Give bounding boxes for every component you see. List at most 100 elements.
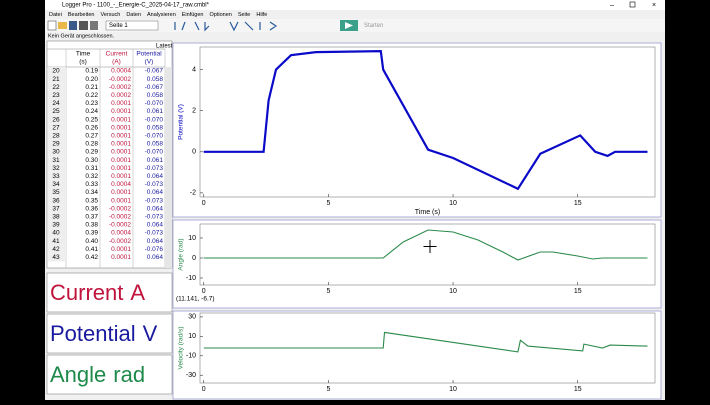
x-tick-label: 10 bbox=[449, 200, 457, 207]
maximize[interactable] bbox=[629, 1, 636, 8]
row-header bbox=[47, 99, 66, 108]
analysis-icons[interactable] bbox=[174, 21, 278, 32]
status-text: Kein Gerät angeschlossen. bbox=[48, 33, 115, 39]
row-number: 33 bbox=[52, 173, 60, 180]
x-tick-label: 15 bbox=[574, 386, 582, 393]
cell: 0.31 bbox=[85, 165, 98, 172]
row-header bbox=[47, 220, 66, 229]
start-label: Starten bbox=[364, 23, 383, 29]
row-header bbox=[47, 156, 66, 165]
plot-area bbox=[199, 223, 656, 286]
row-header bbox=[47, 237, 66, 246]
x-tick-label: 10 bbox=[449, 288, 457, 295]
row-header bbox=[47, 164, 66, 173]
cell: 0.058 bbox=[147, 76, 164, 83]
cell: 0.0001 bbox=[111, 124, 131, 131]
x-tick-label: 0 bbox=[202, 386, 206, 393]
page-select[interactable] bbox=[105, 20, 159, 31]
row-header bbox=[47, 67, 66, 76]
cell: 0.30 bbox=[85, 157, 98, 164]
row-number: 25 bbox=[52, 108, 60, 115]
cell: 0.0004 bbox=[111, 68, 131, 75]
new-icon[interactable] bbox=[47, 20, 57, 31]
menu-item[interactable]: Versuch bbox=[100, 12, 120, 18]
cell: -0.070 bbox=[145, 149, 164, 156]
cell: 0.40 bbox=[85, 238, 98, 245]
menu-item[interactable]: Seite bbox=[238, 12, 251, 18]
menu-item[interactable]: Bearbeiten bbox=[68, 12, 95, 18]
open-icon[interactable] bbox=[58, 22, 67, 29]
y-axis-label: Potential (V) bbox=[178, 104, 185, 140]
x-tick-label: 0 bbox=[202, 200, 206, 207]
menu-item[interactable]: Analysieren bbox=[147, 12, 176, 18]
row-number: 22 bbox=[52, 84, 60, 91]
cell: -0.073 bbox=[145, 214, 164, 221]
row-number: 32 bbox=[52, 165, 60, 172]
row-header bbox=[47, 253, 66, 262]
row-header bbox=[47, 229, 66, 238]
x-tick-label: 0 bbox=[202, 288, 206, 295]
meter-box bbox=[46, 313, 173, 354]
cell: 0.0004 bbox=[111, 230, 131, 237]
cursor bbox=[423, 240, 437, 253]
row-header bbox=[47, 139, 66, 148]
cell: 0.0001 bbox=[111, 246, 131, 253]
cell: 0.34 bbox=[85, 189, 98, 196]
row-number: 39 bbox=[52, 222, 60, 229]
cell: -0.0002 bbox=[109, 76, 131, 83]
x-tick-label: 5 bbox=[326, 288, 330, 295]
row-number: 42 bbox=[52, 246, 60, 253]
cell: 0.26 bbox=[85, 124, 98, 131]
menu-item[interactable]: Einfügen bbox=[182, 12, 204, 18]
cell: 0.36 bbox=[85, 205, 98, 212]
cell: 0.39 bbox=[85, 230, 98, 237]
cell: 0.33 bbox=[85, 181, 98, 188]
save-icon[interactable] bbox=[69, 21, 77, 30]
cell: -0.070 bbox=[145, 100, 164, 107]
data-line bbox=[203, 49, 648, 191]
title-bar bbox=[45, 0, 665, 10]
row-header bbox=[47, 204, 66, 213]
row-header bbox=[47, 91, 66, 100]
menu-item[interactable]: Optionen bbox=[209, 12, 231, 18]
row-header bbox=[47, 115, 66, 124]
cell: 0.0001 bbox=[111, 108, 131, 115]
meter-label: Current bbox=[50, 280, 123, 305]
plot-area bbox=[199, 312, 656, 384]
minimize[interactable]: – bbox=[610, 2, 614, 9]
x-tick-label: 5 bbox=[326, 386, 330, 393]
y-tick-label: 30 bbox=[188, 314, 196, 321]
close[interactable]: × bbox=[652, 2, 656, 9]
cell: 0.058 bbox=[147, 141, 164, 148]
cell: -0.073 bbox=[145, 197, 164, 204]
y-tick-label: 2 bbox=[192, 108, 196, 115]
cell: 0.0002 bbox=[111, 92, 131, 99]
column-name: Current bbox=[106, 51, 128, 58]
cell: 0.064 bbox=[147, 189, 164, 196]
meter-label: Angle bbox=[50, 362, 106, 387]
cell: 0.29 bbox=[85, 149, 98, 156]
cell: 0.42 bbox=[85, 254, 98, 261]
row-number: 34 bbox=[52, 181, 60, 188]
y-tick-label: 0 bbox=[192, 255, 196, 262]
graphs: -2 0 2 4 0 5 10 15 Potential (V) Time (s) -10 0 10 0 5… bbox=[172, 42, 662, 400]
menu-item[interactable]: Daten bbox=[126, 12, 141, 18]
row-header bbox=[47, 245, 66, 254]
row-number: 21 bbox=[52, 76, 60, 83]
menu-item[interactable]: Hilfe bbox=[256, 12, 267, 18]
meter-unit: V bbox=[143, 321, 158, 346]
print2-icon[interactable] bbox=[90, 21, 98, 30]
row-header bbox=[47, 188, 66, 197]
cell: 0.0001 bbox=[111, 141, 131, 148]
cell: 0.0001 bbox=[111, 116, 131, 123]
column-unit: (V) bbox=[145, 59, 154, 66]
cell: 0.058 bbox=[147, 92, 164, 99]
row-number: 41 bbox=[52, 238, 60, 245]
cell: -0.070 bbox=[145, 116, 164, 123]
print-icon[interactable] bbox=[79, 21, 88, 30]
cell: 0.0004 bbox=[111, 181, 131, 188]
scrollbar[interactable] bbox=[165, 67, 172, 268]
menu-item[interactable]: Datei bbox=[49, 12, 62, 18]
cell: 0.25 bbox=[85, 116, 98, 123]
y-tick-label: 4 bbox=[192, 66, 196, 73]
